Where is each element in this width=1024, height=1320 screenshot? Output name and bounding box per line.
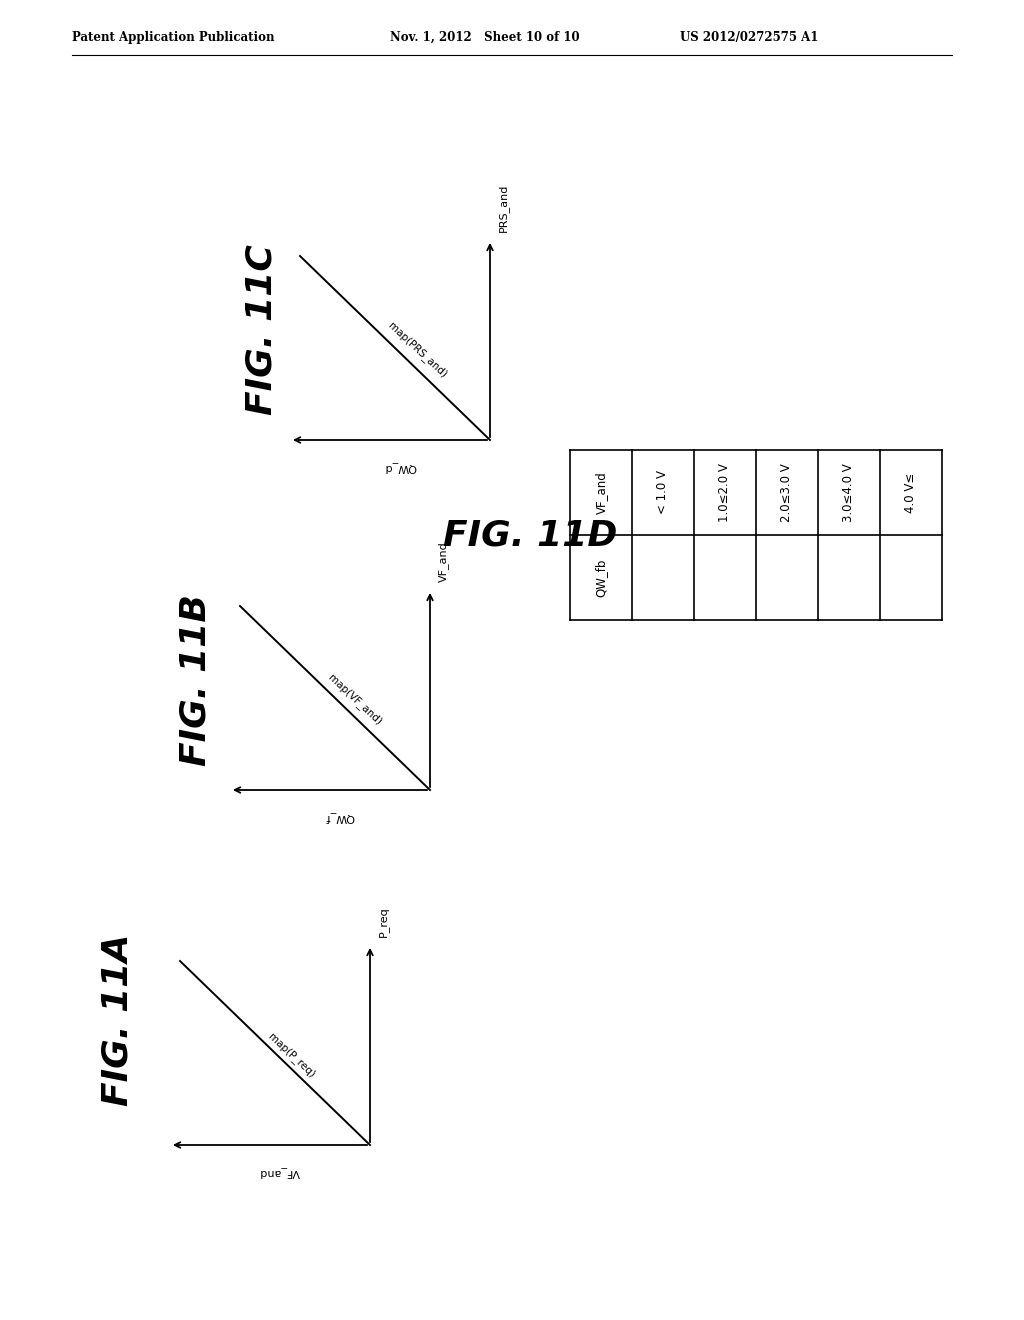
Text: 1.0≤2.0 V: 1.0≤2.0 V <box>719 463 731 521</box>
Text: map(PRS_and): map(PRS_and) <box>386 319 449 380</box>
Text: FIG. 11A: FIG. 11A <box>101 933 135 1106</box>
Text: VF_and: VF_and <box>595 471 607 513</box>
Text: QW_fb: QW_fb <box>595 558 607 597</box>
Text: QW_d: QW_d <box>384 462 416 473</box>
Text: FIG. 11C: FIG. 11C <box>245 244 279 416</box>
Text: < 1.0 V: < 1.0 V <box>656 470 670 515</box>
Text: VF_and: VF_and <box>260 1167 300 1177</box>
Text: PRS_and: PRS_and <box>498 183 509 232</box>
Text: VF_and: VF_and <box>438 541 449 582</box>
Text: 2.0≤3.0 V: 2.0≤3.0 V <box>780 463 794 521</box>
Text: 3.0≤4.0 V: 3.0≤4.0 V <box>843 463 855 521</box>
Text: 4.0 V≤: 4.0 V≤ <box>904 473 918 512</box>
Text: P_req: P_req <box>378 907 389 937</box>
Text: QW_f: QW_f <box>326 812 354 822</box>
Text: map(P_req): map(P_req) <box>266 1031 317 1080</box>
Text: Patent Application Publication: Patent Application Publication <box>72 30 274 44</box>
Text: FIG. 11D: FIG. 11D <box>442 517 617 552</box>
Text: US 2012/0272575 A1: US 2012/0272575 A1 <box>680 30 818 44</box>
Text: map(VF_and): map(VF_and) <box>326 672 384 727</box>
Text: FIG. 11B: FIG. 11B <box>178 594 212 766</box>
Text: Nov. 1, 2012   Sheet 10 of 10: Nov. 1, 2012 Sheet 10 of 10 <box>390 30 580 44</box>
